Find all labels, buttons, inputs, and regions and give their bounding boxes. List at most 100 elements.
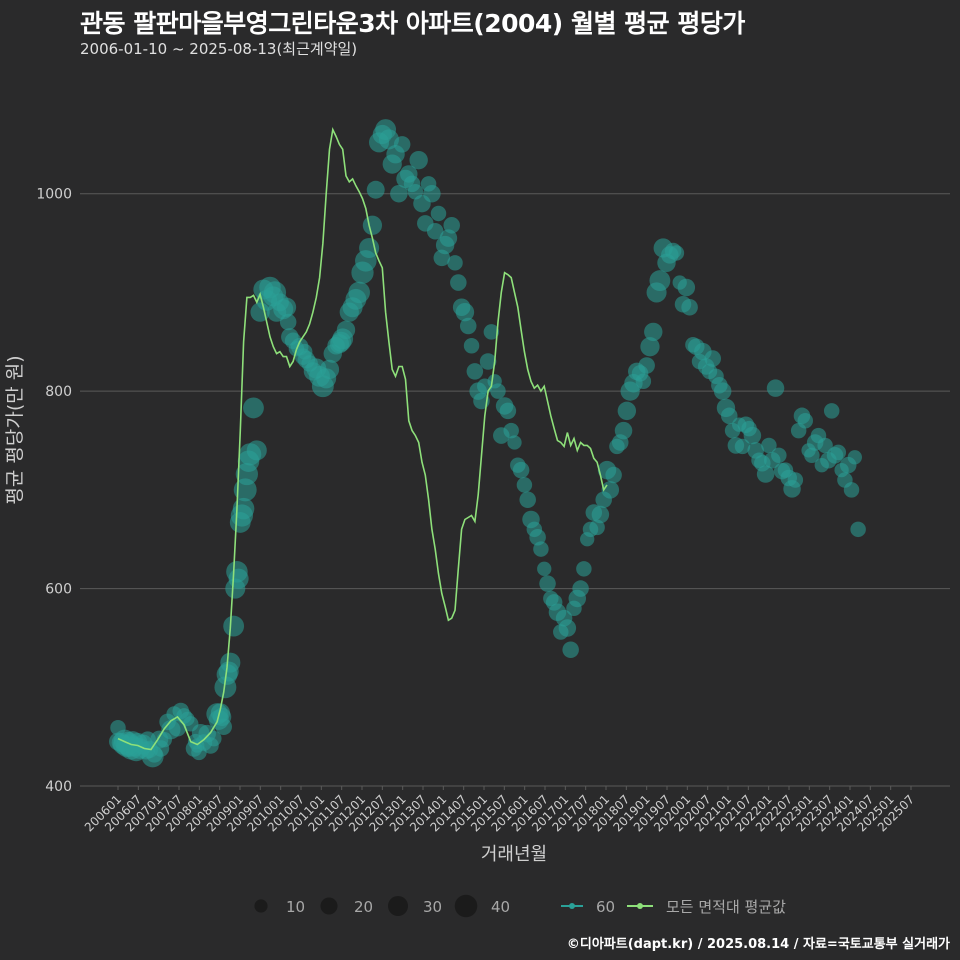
data-point xyxy=(529,528,546,546)
data-point xyxy=(614,421,633,440)
data-point xyxy=(539,575,556,592)
data-point xyxy=(804,447,820,464)
data-point xyxy=(348,281,370,304)
legend-size-label: 30 xyxy=(423,898,442,916)
y-tick-label: 1000 xyxy=(36,187,72,203)
legend-size-label: 20 xyxy=(354,898,373,916)
data-point xyxy=(463,338,480,354)
y-tick-label: 600 xyxy=(45,582,72,598)
data-point xyxy=(644,322,663,342)
data-point xyxy=(366,180,385,199)
data-point xyxy=(771,447,787,464)
y-tick-label: 800 xyxy=(45,384,72,400)
legend-size-marker xyxy=(320,897,338,915)
data-point xyxy=(591,505,610,524)
data-point xyxy=(479,353,497,370)
legend-series-label: 60 xyxy=(596,898,615,916)
data-point xyxy=(823,403,840,419)
x-tick-labels: 2006012006072007012007072008012008072009… xyxy=(82,786,917,835)
data-point xyxy=(635,373,652,390)
data-point xyxy=(450,274,467,291)
average-series-line xyxy=(117,126,608,751)
legend-size-label: 10 xyxy=(286,898,305,916)
data-point xyxy=(761,437,777,454)
data-point xyxy=(562,641,579,659)
scatter-points xyxy=(109,119,866,768)
y-tick-labels: 400 600 800 1000 xyxy=(36,187,72,795)
data-point xyxy=(215,718,232,736)
legend-size-label: 40 xyxy=(491,898,510,916)
data-point xyxy=(276,297,297,317)
data-point xyxy=(319,359,340,380)
data-point xyxy=(734,438,751,455)
data-point xyxy=(223,615,245,637)
data-point xyxy=(503,422,519,439)
chart-title: 관동 팔판마을부영그린타운3차 아파트(2004) 월별 평균 평당가 xyxy=(80,9,745,38)
data-point xyxy=(681,298,698,316)
chart-subtitle: 2006-01-10 ~ 2025-08-13(최근계약일) xyxy=(80,40,358,58)
data-point xyxy=(512,461,530,479)
data-point xyxy=(743,426,762,445)
data-point xyxy=(817,437,833,454)
data-point xyxy=(847,450,862,465)
data-point xyxy=(766,379,785,397)
data-point xyxy=(756,465,775,483)
data-point xyxy=(519,491,536,508)
data-point xyxy=(232,497,255,520)
data-point xyxy=(455,302,475,322)
data-point xyxy=(713,382,732,400)
data-point xyxy=(640,337,660,357)
legend-size-marker xyxy=(454,894,478,918)
data-point xyxy=(362,215,383,235)
data-point xyxy=(409,150,428,170)
data-point xyxy=(850,521,866,538)
legend: 10 20 30 40 60 모든 면적대 평균값 xyxy=(254,894,786,918)
y-axis-label: 평균 평당가(만 원) xyxy=(4,355,26,504)
data-point xyxy=(843,482,860,498)
data-point xyxy=(228,568,249,589)
data-point xyxy=(721,407,738,425)
data-point xyxy=(668,245,685,261)
data-point xyxy=(558,619,577,637)
data-point xyxy=(533,541,549,557)
data-point xyxy=(704,350,722,367)
data-point xyxy=(490,383,506,399)
data-point xyxy=(589,519,605,536)
data-point xyxy=(336,320,356,340)
data-point xyxy=(483,324,500,340)
data-point xyxy=(447,255,463,271)
data-point xyxy=(677,278,696,297)
x-axis-label: 거래년월 xyxy=(481,844,547,865)
data-point xyxy=(617,401,637,421)
data-point xyxy=(537,561,552,576)
data-point xyxy=(507,435,522,450)
data-point xyxy=(459,317,477,335)
legend-key-point xyxy=(569,903,575,909)
data-point xyxy=(423,184,441,203)
legend-size-marker xyxy=(387,895,409,917)
data-point xyxy=(787,472,804,488)
data-point xyxy=(797,413,814,429)
data-point xyxy=(830,444,847,461)
data-point xyxy=(430,205,447,222)
data-point xyxy=(279,313,297,331)
source-caption: ©디아파트(dapt.kr) / 2025.08.14 / 자료=국토교통부 실… xyxy=(566,937,950,952)
gridlines xyxy=(80,193,950,787)
data-point xyxy=(466,363,484,380)
data-point xyxy=(246,440,267,461)
legend-key-point xyxy=(637,903,643,909)
data-point xyxy=(516,477,533,493)
data-point xyxy=(206,730,222,747)
legend-size-marker xyxy=(254,899,268,913)
average-line xyxy=(117,126,608,751)
data-point xyxy=(576,561,592,577)
data-point xyxy=(390,184,408,203)
data-point xyxy=(393,136,411,153)
data-point xyxy=(605,466,622,484)
data-point xyxy=(243,397,264,419)
data-point xyxy=(638,357,655,374)
y-tick-label: 400 xyxy=(45,779,72,795)
data-point xyxy=(499,402,517,420)
data-point xyxy=(426,222,444,240)
